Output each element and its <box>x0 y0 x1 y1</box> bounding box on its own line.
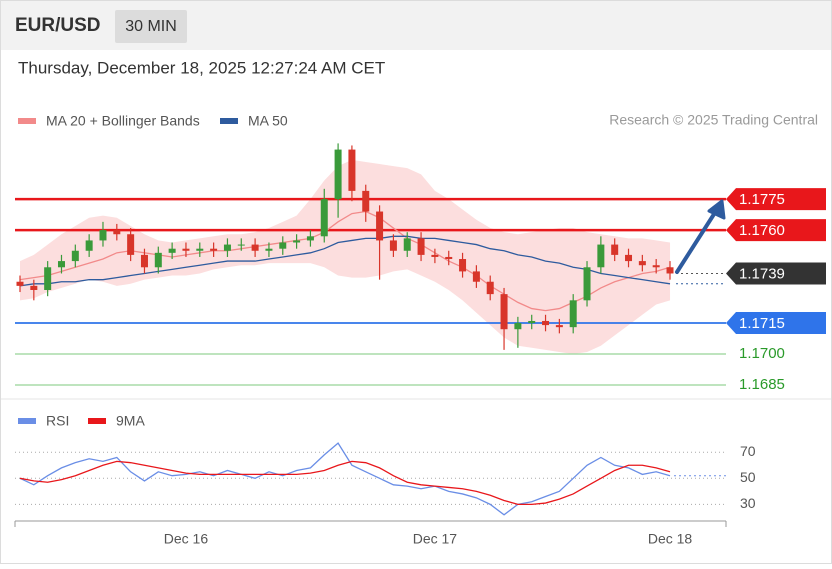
candle-body <box>44 267 52 290</box>
candle-body <box>417 238 425 255</box>
legend-label: MA 50 <box>248 113 288 129</box>
candle-body <box>196 248 204 251</box>
candle-body <box>223 244 231 251</box>
y-tick-label: 50 <box>740 469 756 485</box>
candle-body <box>459 259 467 272</box>
candle-body <box>16 281 24 286</box>
x-tick-label: Dec 16 <box>164 531 209 547</box>
level-label: 1.1739 <box>739 265 785 282</box>
candle-body <box>154 252 162 268</box>
x-tick-label: Dec 17 <box>413 531 458 547</box>
trend-arrow-head <box>707 199 726 220</box>
level-tag <box>726 219 826 242</box>
candle-body <box>127 234 135 255</box>
legend-swatch <box>88 418 106 424</box>
legend-label: RSI <box>46 413 69 429</box>
candle-body <box>445 256 453 260</box>
legend-swatch <box>220 118 238 124</box>
rsi-line <box>19 442 671 516</box>
y-tick-label: 70 <box>740 443 756 459</box>
price-panel: MA 20 + Bollinger Bands MA 50 1.1775 1.1760… <box>15 113 826 393</box>
candle-body <box>140 254 148 268</box>
candle-body <box>168 248 176 253</box>
interval[interactable]: 30 MIN <box>125 18 177 35</box>
candle-body <box>666 267 674 274</box>
candle-body <box>403 238 411 251</box>
level-tag <box>726 312 826 335</box>
candle-body <box>113 230 121 235</box>
candle-body <box>57 261 65 268</box>
candle-body <box>279 242 287 249</box>
level-label: 1.1700 <box>739 345 785 362</box>
credit: Research © 2025 Trading Central <box>609 112 818 128</box>
candle-body <box>265 248 273 251</box>
symbol: EUR/USD <box>15 15 101 36</box>
datetime: Thursday, December 18, 2025 12:27:24 AM … <box>18 58 385 77</box>
candle-body <box>71 250 79 262</box>
candle-body <box>638 261 646 266</box>
rsi-panel: RSI 9MA 70 50 30 Dec 16 Dec 17 Dec 18 <box>14 413 756 547</box>
candle-body <box>85 240 93 251</box>
candle-body <box>597 244 605 268</box>
level-label: 1.1775 <box>739 191 785 208</box>
trend-arrow <box>675 209 718 274</box>
candle-body <box>306 236 314 241</box>
candle-body <box>569 300 577 328</box>
candle-body <box>542 320 550 326</box>
candle-body <box>611 244 619 255</box>
level-label: 1.1760 <box>739 222 785 239</box>
candle-body <box>376 211 384 241</box>
candle-body <box>182 248 190 251</box>
candle-body <box>362 190 370 212</box>
x-tick-label: Dec 18 <box>648 531 693 547</box>
moving-average <box>19 235 671 287</box>
interval-badge[interactable] <box>115 10 187 43</box>
level-label: 1.1685 <box>739 376 785 393</box>
level-tag <box>726 188 826 211</box>
legend-swatch <box>18 418 36 424</box>
candle-body <box>210 248 218 251</box>
level-tag <box>726 262 826 285</box>
candle-body <box>320 199 328 237</box>
candle-body <box>652 265 660 268</box>
legend-swatch <box>18 118 36 124</box>
legend-label: MA 20 + Bollinger Bands <box>46 113 200 129</box>
candle-body <box>514 323 522 330</box>
candle-body <box>500 294 508 330</box>
candle-body <box>583 267 591 301</box>
legend-label: 9MA <box>116 413 145 429</box>
candle-body <box>293 240 301 243</box>
candle-body <box>30 285 38 290</box>
candle-body <box>237 244 245 246</box>
candle-body <box>625 254 633 262</box>
candle-body <box>251 244 259 251</box>
candle-body <box>99 230 107 241</box>
candle-body <box>389 240 397 251</box>
level-label: 1.1715 <box>739 315 785 332</box>
rsi-line <box>19 460 671 506</box>
candle-body <box>486 281 494 295</box>
candle-body <box>555 325 563 328</box>
y-tick-label: 30 <box>740 495 756 511</box>
candle-body <box>431 254 439 257</box>
candle-body <box>528 320 536 324</box>
candle-body <box>334 149 342 200</box>
candle-body <box>472 271 480 282</box>
candle-body <box>348 149 356 191</box>
